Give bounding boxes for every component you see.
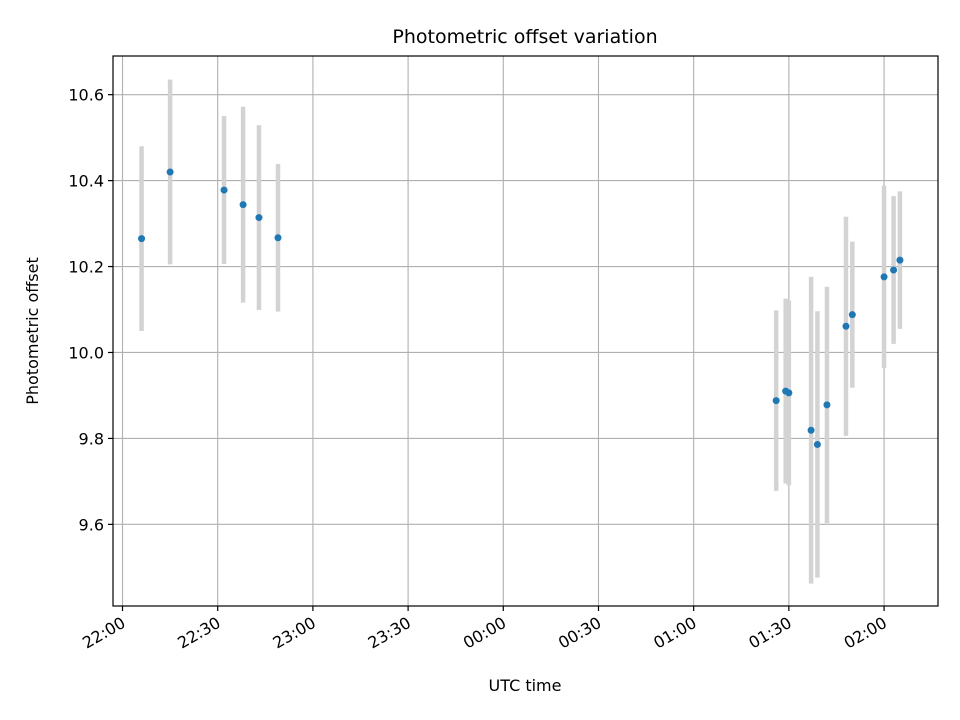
data-point (138, 235, 146, 243)
data-point (785, 389, 793, 397)
data-point (842, 322, 850, 330)
data-point (772, 397, 780, 405)
data-point (166, 168, 174, 176)
y-tick-label: 9.8 (79, 429, 104, 448)
data-point (255, 214, 263, 222)
grid (113, 56, 938, 606)
data-point (890, 266, 898, 274)
y-tick-label: 9.6 (79, 515, 104, 534)
y-axis-ticks: 9.6 9.8 10.0 10.2 10.4 10.6 (68, 86, 113, 534)
y-tick-label: 10.2 (68, 258, 104, 277)
data-point (239, 201, 247, 209)
data-point (823, 401, 831, 409)
data-point (896, 256, 904, 264)
chart-title: Photometric offset variation (392, 26, 657, 48)
data-point (813, 440, 821, 448)
y-tick-label: 10.6 (68, 86, 104, 105)
data-points (138, 168, 904, 448)
y-axis-label: Photometric offset (23, 257, 42, 405)
x-axis-label: UTC time (489, 676, 562, 695)
plot-area-frame (112, 55, 939, 607)
y-tick-label: 10.4 (68, 172, 104, 191)
data-point (807, 426, 815, 434)
data-point (848, 311, 856, 319)
y-tick-label: 10.0 (68, 343, 104, 362)
data-point (220, 186, 228, 194)
data-point (880, 273, 888, 281)
data-point (274, 234, 282, 242)
